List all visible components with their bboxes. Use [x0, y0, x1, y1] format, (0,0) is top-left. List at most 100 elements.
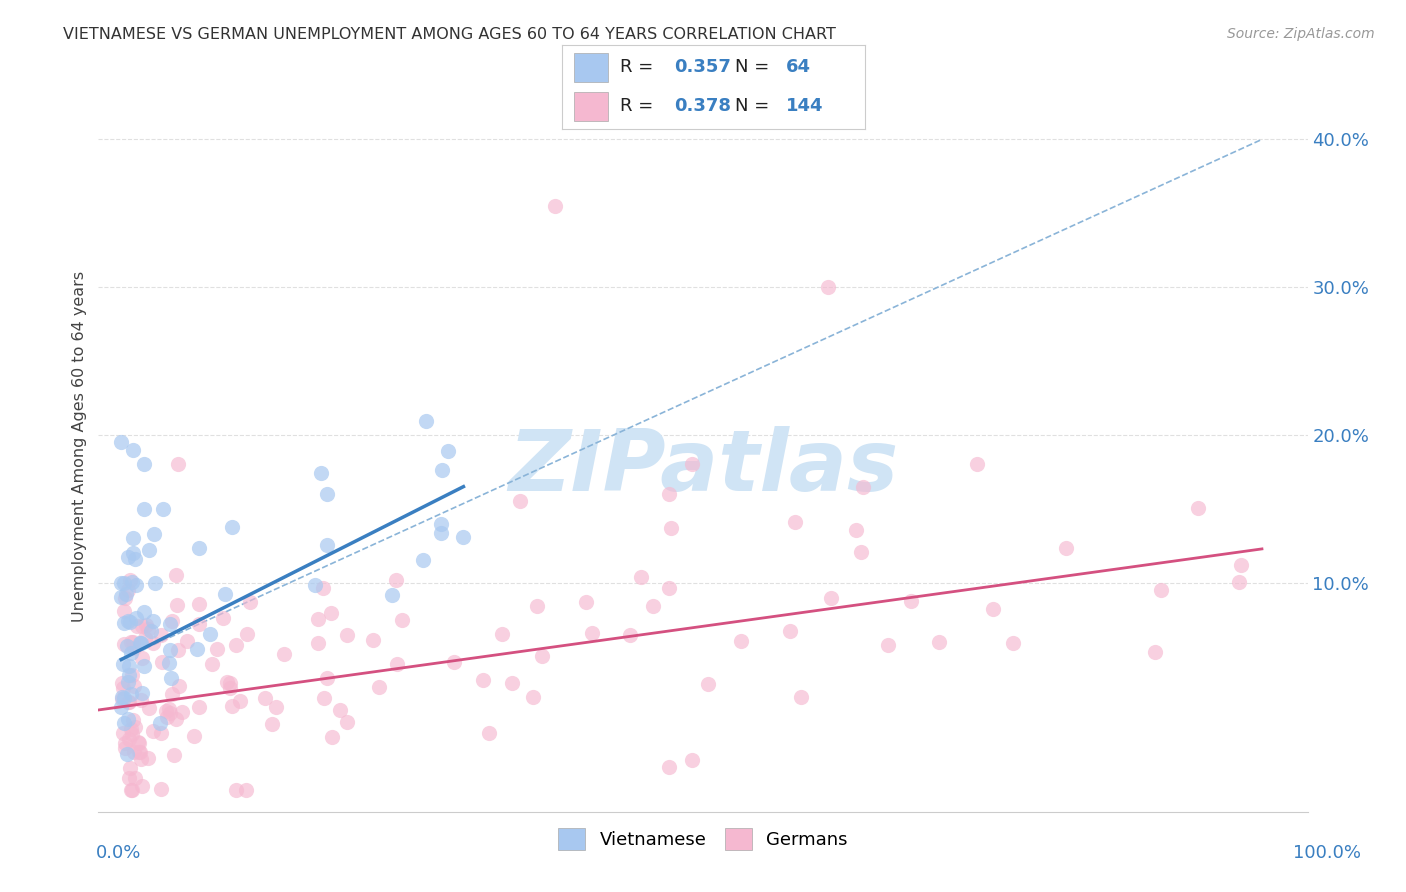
Point [121, 442, 143, 457]
Point [112, 690, 135, 705]
Point [166, 599, 188, 613]
Text: 0.378: 0.378 [675, 97, 731, 115]
Point [219, 681, 242, 696]
Point [112, 657, 135, 672]
Point [254, 690, 277, 705]
Point [225, 782, 247, 797]
Point [641, 599, 664, 614]
Point [117, 667, 139, 681]
Point [658, 487, 681, 501]
Point [125, 619, 148, 633]
Point [928, 635, 950, 649]
Point [336, 714, 359, 729]
Y-axis label: Unemployment Among Ages 60 to 64 years: Unemployment Among Ages 60 to 64 years [72, 270, 87, 622]
Point [115, 640, 138, 654]
Text: ZIPatlas: ZIPatlas [508, 426, 898, 509]
Point [315, 487, 337, 501]
Text: 64: 64 [786, 59, 811, 77]
Point [575, 594, 598, 608]
Point [329, 703, 352, 717]
Point [681, 753, 703, 767]
Point [307, 636, 329, 650]
Bar [575, 54, 607, 82]
Point [336, 628, 359, 642]
Point [212, 611, 235, 625]
Text: Source: ZipAtlas.com: Source: ZipAtlas.com [1227, 27, 1375, 41]
Point [849, 545, 872, 559]
Point [112, 575, 135, 590]
Point [432, 462, 454, 476]
Point [215, 674, 238, 689]
Point [730, 633, 752, 648]
Point [121, 646, 143, 660]
Point [266, 700, 288, 714]
Point [163, 748, 186, 763]
Point [160, 671, 183, 685]
Point [112, 604, 135, 618]
Point [120, 761, 142, 775]
Point [221, 698, 243, 713]
Point [176, 634, 198, 648]
Point [443, 655, 465, 669]
Bar [575, 92, 607, 120]
Point [129, 745, 152, 759]
Point [381, 588, 404, 602]
Point [150, 781, 173, 796]
Point [117, 695, 139, 709]
Point [112, 616, 135, 631]
Point [966, 458, 988, 472]
Point [437, 444, 460, 458]
Point [138, 622, 160, 636]
Point [150, 628, 173, 642]
Point [139, 624, 162, 639]
Point [159, 642, 181, 657]
Point [526, 599, 548, 613]
Point [1054, 541, 1077, 555]
Point [120, 782, 142, 797]
Point [114, 591, 136, 606]
Text: R =: R = [620, 59, 659, 77]
Point [165, 712, 187, 726]
Point [1150, 582, 1173, 597]
Point [658, 760, 681, 774]
Point [412, 553, 434, 567]
Point [118, 771, 141, 785]
Point [845, 523, 868, 537]
Point [478, 726, 501, 740]
Point [491, 626, 513, 640]
Point [124, 552, 146, 566]
Point [385, 657, 408, 672]
Point [122, 745, 145, 759]
Point [110, 575, 132, 590]
Point [124, 720, 146, 734]
Point [128, 745, 150, 759]
Point [121, 546, 143, 560]
Point [619, 628, 641, 642]
Point [110, 435, 132, 450]
Point [544, 199, 567, 213]
Point [142, 724, 165, 739]
Point [159, 616, 181, 631]
Point [501, 676, 523, 690]
Point [149, 716, 172, 731]
Point [121, 714, 143, 728]
Text: 144: 144 [786, 97, 824, 115]
Point [165, 567, 187, 582]
Point [128, 636, 150, 650]
Text: 0.0%: 0.0% [96, 844, 141, 862]
Point [118, 658, 141, 673]
Text: N =: N = [735, 97, 775, 115]
Point [155, 704, 177, 718]
Text: 100.0%: 100.0% [1294, 844, 1361, 862]
Point [852, 480, 875, 494]
Point [121, 532, 143, 546]
Point [1143, 645, 1166, 659]
Point [820, 591, 842, 605]
Point [183, 729, 205, 743]
Point [134, 658, 156, 673]
Point [314, 690, 336, 705]
Point [129, 693, 152, 707]
Point [117, 675, 139, 690]
Legend: Vietnamese, Germans: Vietnamese, Germans [551, 821, 855, 857]
Point [138, 542, 160, 557]
